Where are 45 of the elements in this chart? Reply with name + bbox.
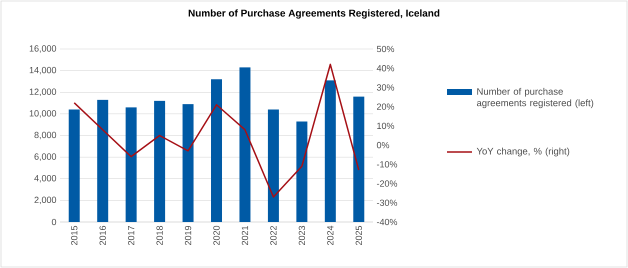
x-tick-label: 2021 (242, 226, 248, 246)
y2-tick-label: 0% (376, 142, 390, 148)
y-tick-label: 14,000 (30, 66, 56, 74)
y-tick-label: 4,000 (34, 175, 56, 182)
bar (239, 67, 250, 222)
bar (182, 104, 194, 222)
y2-tick-label: 10% (377, 122, 394, 130)
bar (154, 100, 166, 222)
y-tick-label: 8,000 (34, 132, 56, 140)
x-tick-label: 2025 (356, 226, 362, 246)
bar (324, 80, 336, 222)
y-tick-label: 16,000 (30, 45, 56, 53)
y2-tick-label: -20% (376, 180, 398, 187)
legend-label: Number of purchase agreements registered (left) (476, 88, 594, 108)
bar (126, 107, 137, 222)
y2-tick-label: -10% (376, 161, 398, 168)
y-tick-label: 2,000 (34, 196, 56, 204)
y2-tick-label: 50% (376, 46, 394, 52)
y2-tick-label: 20% (376, 103, 394, 110)
x-tick-label: 2020 (213, 226, 220, 246)
bar (268, 110, 279, 222)
y2-tick-label: -30% (376, 200, 398, 206)
y2-tick-label: -40% (376, 218, 398, 226)
y2-tick-label: 30% (376, 84, 394, 91)
x-tick-label: 2018 (156, 226, 163, 246)
bar (296, 121, 308, 222)
legend-label: YoY change, % (right) (476, 148, 570, 156)
x-tick-label: 2023 (298, 226, 306, 246)
y-tick-label: 6,000 (34, 153, 56, 161)
bar (97, 100, 108, 222)
y-tick-label: 10,000 (30, 110, 56, 118)
line-series (73, 64, 360, 198)
x-tick-label: 2022 (270, 226, 277, 246)
x-tick-label: 2019 (184, 226, 192, 246)
bar (68, 110, 80, 222)
x-tick-label: 2015 (71, 226, 78, 246)
y2-tick-label: 40% (376, 65, 394, 72)
x-tick-label: 2024 (327, 226, 334, 246)
y-tick-label: 12,000 (30, 88, 56, 96)
bar (353, 96, 364, 222)
chart-title: Number of Purchase Agreements Registered, Iceland (188, 9, 440, 19)
bar (211, 79, 222, 222)
y-tick-label: 0 (52, 218, 56, 226)
x-tick-label: 2017 (128, 226, 134, 246)
x-tick-label: 2016 (100, 226, 106, 246)
